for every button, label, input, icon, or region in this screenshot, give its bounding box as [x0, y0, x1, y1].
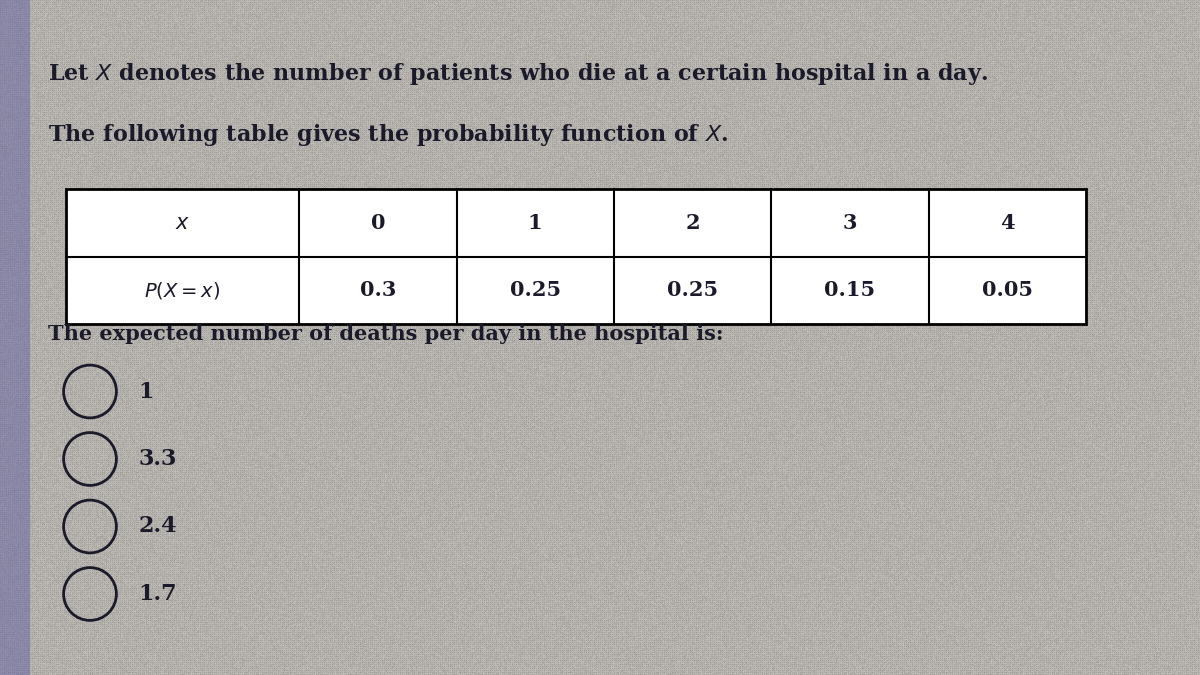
Text: 0.3: 0.3 [360, 280, 396, 300]
Text: 1.7: 1.7 [138, 583, 176, 605]
Text: 2: 2 [685, 213, 700, 233]
Text: 1: 1 [528, 213, 542, 233]
Text: 1: 1 [138, 381, 154, 402]
Text: $x$: $x$ [175, 213, 190, 233]
Text: The following table gives the probability function of $X$.: The following table gives the probabilit… [48, 122, 728, 148]
Bar [0, 0, 30, 675]
Text: 2.4: 2.4 [138, 516, 176, 537]
Text: 0.05: 0.05 [982, 280, 1033, 300]
Text: 0.15: 0.15 [824, 280, 876, 300]
Text: 3: 3 [842, 213, 857, 233]
Bar [66, 189, 1086, 324]
Text: 4: 4 [1000, 213, 1015, 233]
Text: $P(X=x)$: $P(X=x)$ [144, 279, 221, 301]
Text: 0.25: 0.25 [667, 280, 718, 300]
Text: Let $X$ denotes the number of patients who die at a certain hospital in a day.: Let $X$ denotes the number of patients w… [48, 61, 988, 87]
Text: The expected number of deaths per day in the hospital is:: The expected number of deaths per day in… [48, 324, 724, 344]
Text: 0.25: 0.25 [510, 280, 560, 300]
Text: 0: 0 [371, 213, 385, 233]
Text: 3.3: 3.3 [138, 448, 176, 470]
